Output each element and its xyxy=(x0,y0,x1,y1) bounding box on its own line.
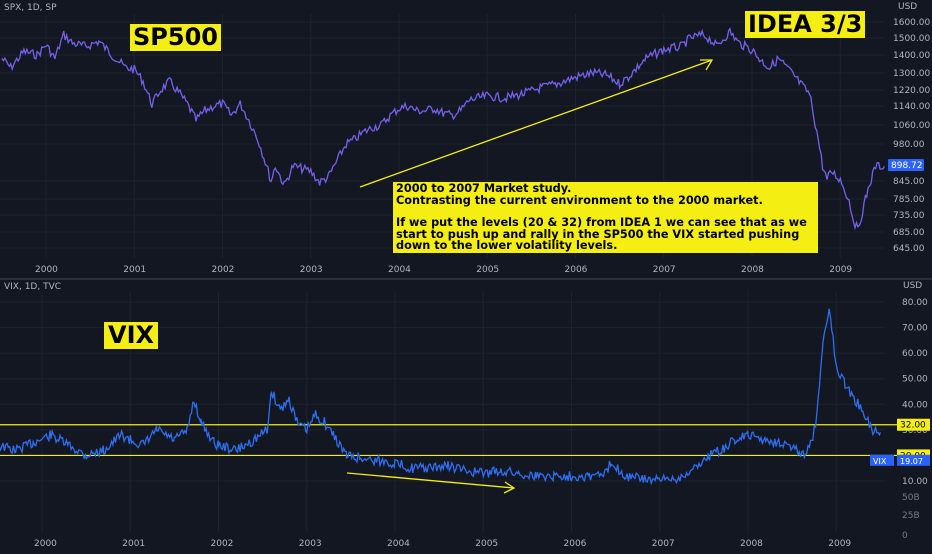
spx-x-tick-label: 2002 xyxy=(212,265,235,275)
spx-x-tick-label: 2001 xyxy=(123,265,146,275)
spx-y-tick-label: 1300.00 xyxy=(893,69,930,79)
vix-y-tick-label: 30.00 xyxy=(902,426,928,436)
spx-pane: 2000 2001 2002 2003 2004 2005 2006 2007 2008 2009… xyxy=(0,2,930,275)
spx-last-tag xyxy=(888,159,924,171)
vix-x-tick-label: 2006 xyxy=(564,539,587,549)
spx-y-tick-label: 980.00 xyxy=(893,140,925,150)
vix-volume-tick-label: 0 xyxy=(902,531,908,541)
spx-y-tick-label: 845.00 xyxy=(893,177,925,187)
vix-x-tick-label: 2001 xyxy=(122,539,145,549)
note-line-3: If we put the levels (20 & 32) from IDEA… xyxy=(396,216,807,252)
spx-y-tick-label: 645.00 xyxy=(893,244,925,254)
vix-y-tick-label: 50.00 xyxy=(902,375,928,385)
level-tag-text: 32.00 xyxy=(900,421,926,431)
spx-x-tick-label: 2005 xyxy=(476,265,499,275)
spx-y-tick-label: 1400.00 xyxy=(893,51,930,61)
vix-y-tick-label: 60.00 xyxy=(902,349,928,359)
vix-x-tick-label: 2003 xyxy=(299,539,322,549)
trend-arrow-spx-head xyxy=(700,59,714,71)
vix-x-tick-label: 2005 xyxy=(475,539,498,549)
spx-y-tick-label: 1140.00 xyxy=(893,102,930,112)
spx-x-tick-label: 2003 xyxy=(300,265,323,275)
pane-separator[interactable] xyxy=(0,278,932,280)
spx-x-tick-label: 2009 xyxy=(829,265,852,275)
spx-x-tick-label: 2000 xyxy=(35,265,58,275)
spx-y-tick-label: 1500.00 xyxy=(893,34,930,44)
spx-series-accent xyxy=(1,27,885,230)
vix-x-tick-label: 2007 xyxy=(652,539,675,549)
note-line-2: Contrasting the current environment to t… xyxy=(396,193,763,207)
spx-y-tick-label: 1220.00 xyxy=(893,86,930,96)
note-line-1: 2000 to 2007 Market study. xyxy=(396,182,572,195)
trend-arrow-spx xyxy=(359,59,713,188)
spx-x-tick-label: 2004 xyxy=(388,265,411,275)
vix-x-tick-label: 2004 xyxy=(387,539,410,549)
idea-label: IDEA 3/3 xyxy=(745,11,866,38)
spx-last-value: 898.72 xyxy=(891,161,923,171)
spx-y-tick-label: 1600.00 xyxy=(893,18,930,28)
spx-y-tick-label: 685.00 xyxy=(893,228,925,238)
vix-x-tick-label: 2009 xyxy=(828,539,851,549)
vix-x-tick-label: 2002 xyxy=(211,539,234,549)
spx-x-tick-label: 2006 xyxy=(565,265,588,275)
vix-x-tick-label: 2000 xyxy=(34,539,57,549)
vix-volume-tick-label: 25B xyxy=(902,511,920,521)
spx-y-tick-label: 785.00 xyxy=(893,195,925,205)
vix-symbol-tag-text: VIX xyxy=(873,457,887,466)
study-note: 2000 to 2007 Market study. Contrasting t… xyxy=(393,182,818,253)
spx-currency: USD xyxy=(898,2,917,12)
sp500-label: SP500 xyxy=(130,24,221,51)
vix-currency: USD xyxy=(903,281,922,291)
vix-last-tag xyxy=(897,454,930,466)
vix-label: VIX xyxy=(104,322,159,349)
spx-x-tick-label: 2008 xyxy=(741,265,764,275)
level-tag-32 xyxy=(897,418,930,431)
vix-y-tick-label: 80.00 xyxy=(902,298,928,308)
spx-y-tick-label: 1060.00 xyxy=(893,121,930,131)
spx-y-tick-label: 735.00 xyxy=(893,211,925,221)
vix-y-tick-label: 40.00 xyxy=(902,400,928,410)
trend-arrow-vix-head xyxy=(503,481,516,494)
vix-last-value: 19.07 xyxy=(900,457,923,466)
vix-y-tick-label: 10.00 xyxy=(902,477,928,487)
spx-symbol-header: SPX, 1D, SP xyxy=(4,3,57,13)
spx-x-tick-label: 2007 xyxy=(653,265,676,275)
vix-symbol-tag xyxy=(870,454,894,466)
vix-volume-tick-label: 50B xyxy=(902,493,920,503)
vix-y-tick-label: 70.00 xyxy=(902,324,928,334)
vix-series-line xyxy=(0,308,881,486)
vix-symbol-header: VIX, 1D, TVC xyxy=(4,282,62,292)
trend-arrow-vix xyxy=(346,472,515,489)
vix-pane: 2000 2001 2002 2003 2004 2005 2006 2007 2008 2009… xyxy=(0,280,932,550)
vix-x-tick-label: 2008 xyxy=(740,539,763,549)
